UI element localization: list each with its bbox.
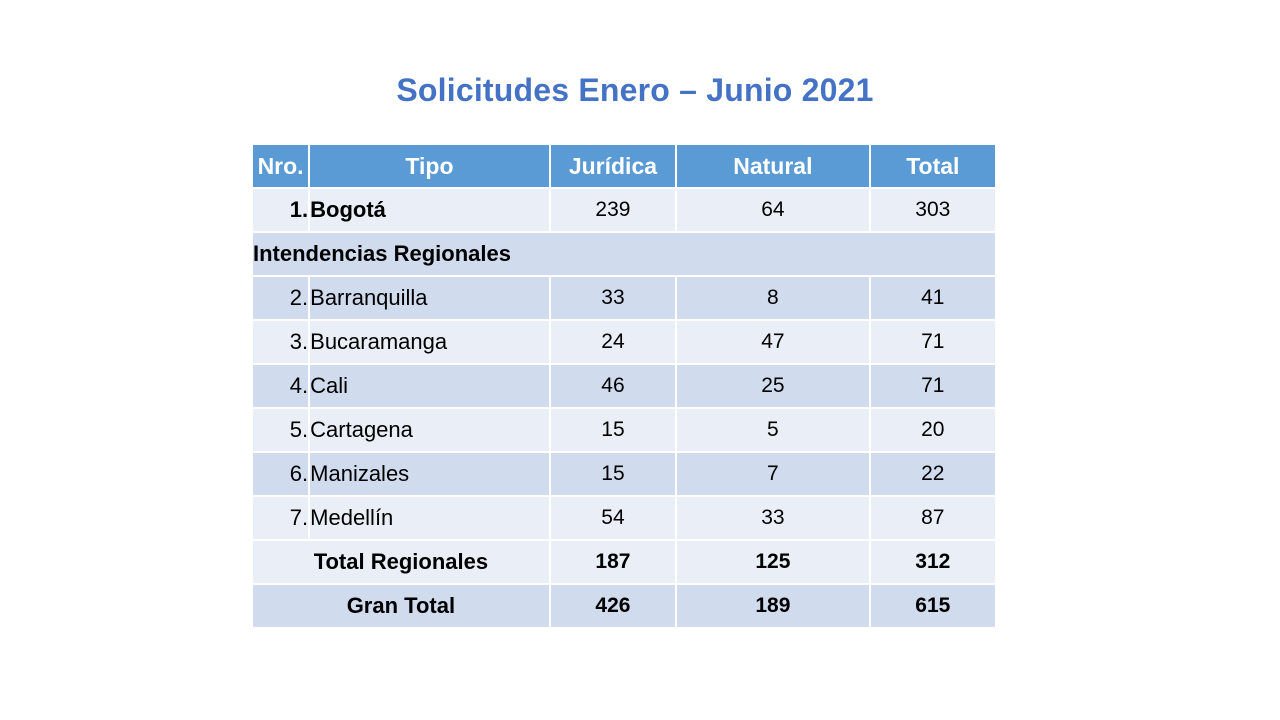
row-juridica: 24 [548, 319, 678, 365]
row-natural: 64 [675, 187, 871, 233]
row-nro: 5. [250, 407, 311, 453]
row-juridica: 15 [548, 451, 678, 497]
row-tipo: Manizales [308, 451, 551, 497]
row-nro: 6. [250, 451, 311, 497]
row-tipo: Cartagena [308, 407, 551, 453]
row-natural: 7 [675, 451, 871, 497]
row-total: 87 [868, 495, 998, 541]
gran-total-row: Gran Total 426 189 615 [251, 583, 998, 629]
row-juridica: 239 [548, 187, 678, 233]
table-row: 3. Bucaramanga 24 47 71 [250, 319, 998, 365]
page-title: Solicitudes Enero – Junio 2021 [396, 72, 874, 108]
row-natural: 5 [675, 407, 871, 453]
row-nro: 4. [250, 363, 311, 409]
row-tipo: Barranquilla [308, 275, 551, 321]
table-row: 5. Cartagena 15 5 20 [250, 407, 998, 453]
row-nro: 7. [250, 495, 311, 541]
total-regionales-total: 312 [868, 539, 998, 585]
solicitudes-table: Nro. Tipo Jurídica Natural Total 1. Bogo… [250, 143, 998, 629]
row-total: 303 [868, 187, 998, 233]
gran-total-total: 615 [868, 583, 998, 629]
row-tipo: Medellín [308, 495, 551, 541]
row-nro: 3. [250, 319, 311, 365]
row-total: 20 [868, 407, 998, 453]
total-regionales-label: Total Regionales [251, 539, 551, 585]
header-total: Total [868, 143, 998, 189]
header-nro: Nro. [250, 143, 311, 189]
row-juridica: 33 [548, 275, 678, 321]
row-natural: 33 [675, 495, 871, 541]
row-tipo: Bucaramanga [308, 319, 551, 365]
gran-total-label: Gran Total [251, 583, 551, 629]
row-total: 71 [868, 363, 998, 409]
gran-total-natural: 189 [675, 583, 871, 629]
table-row: 2. Barranquilla 33 8 41 [250, 275, 998, 321]
header-tipo: Tipo [308, 143, 551, 189]
row-natural: 25 [675, 363, 871, 409]
row-natural: 47 [675, 319, 871, 365]
row-total: 22 [868, 451, 998, 497]
table-header-row: Nro. Tipo Jurídica Natural Total [250, 143, 998, 189]
row-tipo: Cali [308, 363, 551, 409]
section-label: Intendencias Regionales [251, 231, 997, 277]
total-regionales-row: Total Regionales 187 125 312 [251, 539, 998, 585]
table-row: 7. Medellín 54 33 87 [250, 495, 998, 541]
row-tipo: Bogotá [308, 187, 551, 233]
total-regionales-natural: 125 [675, 539, 871, 585]
table-row: 4. Cali 46 25 71 [250, 363, 998, 409]
row-juridica: 46 [548, 363, 678, 409]
section-row: Intendencias Regionales [251, 231, 997, 277]
row-juridica: 15 [548, 407, 678, 453]
table-row-bogota: 1. Bogotá 239 64 303 [250, 187, 998, 233]
gran-total-juridica: 426 [548, 583, 678, 629]
row-total: 41 [868, 275, 998, 321]
row-total: 71 [868, 319, 998, 365]
row-natural: 8 [675, 275, 871, 321]
row-juridica: 54 [548, 495, 678, 541]
row-nro: 2. [250, 275, 311, 321]
header-natural: Natural [675, 143, 871, 189]
row-nro: 1. [250, 187, 311, 233]
table-row: 6. Manizales 15 7 22 [250, 451, 998, 497]
header-juridica: Jurídica [548, 143, 678, 189]
total-regionales-juridica: 187 [548, 539, 678, 585]
